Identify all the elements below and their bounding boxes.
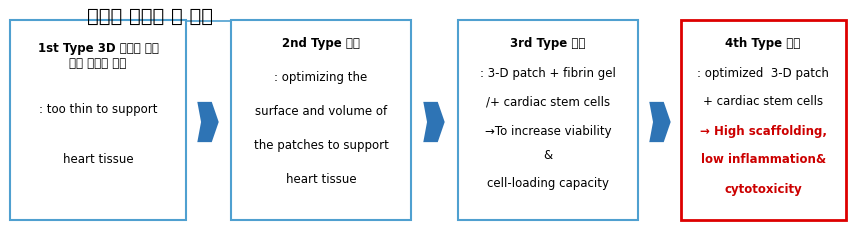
Polygon shape <box>197 102 219 142</box>
Text: the patches to support: the patches to support <box>253 139 389 152</box>
Text: heart tissue: heart tissue <box>62 153 134 166</box>
Text: : optimizing the: : optimizing the <box>275 71 367 84</box>
Bar <box>458 20 638 220</box>
Text: 패치의 최적화 및 평가: 패치의 최적화 및 평가 <box>86 7 213 26</box>
Text: →To increase viability: →To increase viability <box>484 125 611 138</box>
Polygon shape <box>423 102 444 142</box>
Text: /+ cardiac stem cells: /+ cardiac stem cells <box>485 95 610 108</box>
Text: &: & <box>544 149 552 162</box>
Text: cell-loading capacity: cell-loading capacity <box>487 177 609 190</box>
Bar <box>681 20 846 220</box>
Text: surface and volume of: surface and volume of <box>255 105 387 118</box>
Text: low inflammation&: low inflammation& <box>700 153 826 166</box>
Text: cytotoxicity: cytotoxicity <box>724 183 802 196</box>
Text: 2nd Type 적용: 2nd Type 적용 <box>282 37 360 50</box>
Text: → High scaffolding,: → High scaffolding, <box>699 125 827 138</box>
Text: heart tissue: heart tissue <box>286 173 356 186</box>
Text: : 3-D patch + fibrin gel: : 3-D patch + fibrin gel <box>480 67 615 80</box>
Text: 3rd Type 적용: 3rd Type 적용 <box>510 37 586 50</box>
Text: : too thin to support: : too thin to support <box>39 103 158 116</box>
Text: : optimized  3-D patch: : optimized 3-D patch <box>697 67 829 80</box>
Text: 1st Type 3D 패치형 심근
재생 유도체 적용: 1st Type 3D 패치형 심근 재생 유도체 적용 <box>38 41 158 70</box>
Text: + cardiac stem cells: + cardiac stem cells <box>703 95 823 108</box>
Text: 4th Type 적용: 4th Type 적용 <box>726 37 800 50</box>
Bar <box>231 20 411 220</box>
Polygon shape <box>650 102 670 142</box>
Bar <box>10 20 186 220</box>
